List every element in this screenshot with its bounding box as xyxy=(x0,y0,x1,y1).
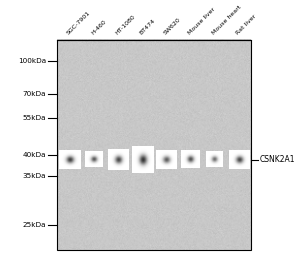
Text: 70kDa: 70kDa xyxy=(23,91,46,97)
Text: CSNK2A1: CSNK2A1 xyxy=(259,155,295,164)
Bar xyxy=(58,40,251,250)
Text: 35kDa: 35kDa xyxy=(23,174,46,179)
Text: BT474: BT474 xyxy=(139,18,156,36)
Text: Mouse liver: Mouse liver xyxy=(187,7,216,36)
Text: Mouse heart: Mouse heart xyxy=(211,5,242,36)
Text: SGC-7901: SGC-7901 xyxy=(66,10,92,36)
Text: 40kDa: 40kDa xyxy=(23,153,46,158)
Text: 25kDa: 25kDa xyxy=(23,222,46,228)
Text: H-460: H-460 xyxy=(90,19,107,36)
Text: 55kDa: 55kDa xyxy=(23,115,46,121)
Text: SW620: SW620 xyxy=(163,17,182,36)
Text: 100kDa: 100kDa xyxy=(18,58,46,64)
Text: HT-1080: HT-1080 xyxy=(114,14,136,36)
Text: Rat liver: Rat liver xyxy=(235,14,257,36)
